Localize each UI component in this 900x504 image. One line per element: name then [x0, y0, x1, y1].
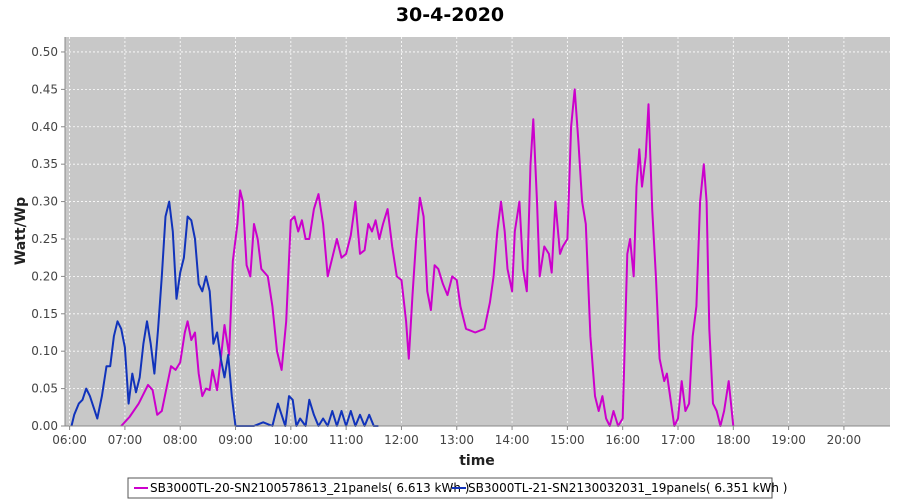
chart-title: 30-4-2020 — [396, 4, 504, 26]
legend-label-1: SB3000TL-20-SN2100578613_21panels( 6.613… — [150, 481, 469, 495]
x-tick-label: 06:00 — [52, 433, 87, 447]
x-tick-label: 17:00 — [661, 433, 696, 447]
legend: SB3000TL-20-SN2100578613_21panels( 6.613… — [134, 481, 787, 495]
x-tick-label: 10:00 — [274, 433, 309, 447]
y-axis-label: Watt/Wp — [13, 197, 29, 265]
y-tick-label: 0.20 — [31, 269, 58, 283]
y-tick-label: 0.10 — [31, 344, 58, 358]
y-tick-label: 0.00 — [31, 419, 58, 433]
y-tick-label: 0.25 — [31, 232, 58, 246]
y-ticks: 0.00 0.05 0.10 0.15 0.20 0.25 0.30 0.35 0.40 0.45… — [31, 45, 65, 433]
x-tick-label: 15:00 — [550, 433, 585, 447]
x-tick-label: 09:00 — [218, 433, 253, 447]
y-tick-label: 0.35 — [31, 157, 58, 171]
x-tick-label: 08:00 — [163, 433, 198, 447]
x-tick-label: 12:00 — [384, 433, 419, 447]
x-tick-label: 14:00 — [495, 433, 530, 447]
series-line-2 — [70, 200, 379, 427]
series-group — [70, 88, 735, 427]
x-tick-label: 16:00 — [605, 433, 640, 447]
x-tick-label: 20:00 — [827, 433, 862, 447]
y-tick-label: 0.30 — [31, 195, 58, 209]
x-tick-label: 11:00 — [329, 433, 364, 447]
y-tick-label: 0.40 — [31, 120, 58, 134]
legend-label-2: SB3000TL-21-SN2130032031_19panels( 6.351… — [468, 481, 787, 495]
plot-area — [65, 37, 890, 426]
series-line-1 — [120, 88, 735, 427]
legend-box — [127, 477, 773, 499]
x-axis-label: time — [459, 453, 495, 469]
grid-lines — [65, 37, 890, 426]
x-tick-label: 18:00 — [716, 433, 751, 447]
y-tick-label: 0.15 — [31, 307, 58, 321]
y-tick-label: 0.05 — [31, 382, 58, 396]
x-tick-label: 19:00 — [771, 433, 806, 447]
y-tick-label: 0.50 — [31, 45, 58, 59]
x-tick-label: 13:00 — [439, 433, 474, 447]
x-ticks: 06:00 07:00 08:00 09:00 10:00 11:00 12:00 13:00… — [52, 426, 861, 447]
x-tick-label: 07:00 — [108, 433, 143, 447]
y-tick-label: 0.45 — [31, 82, 58, 96]
